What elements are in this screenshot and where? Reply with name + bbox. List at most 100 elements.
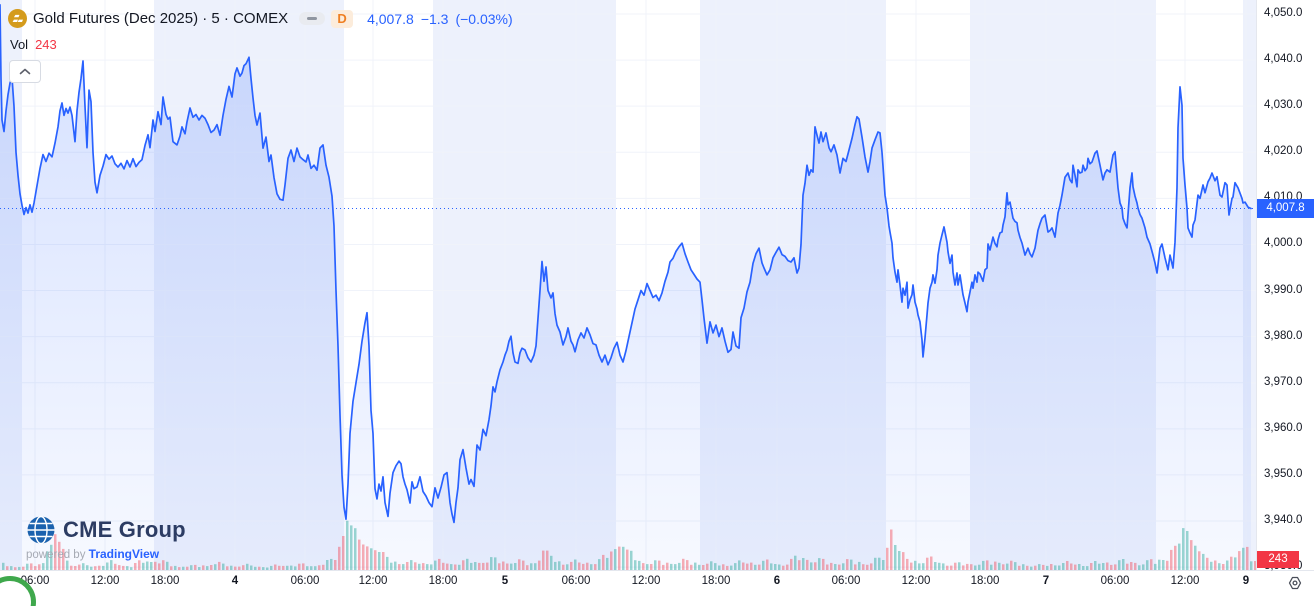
volume-bar bbox=[1062, 563, 1065, 570]
volume-bar bbox=[666, 562, 669, 570]
time-tick-label: 12:00 bbox=[90, 575, 120, 587]
volume-bar bbox=[614, 549, 617, 570]
volume-bar bbox=[738, 560, 741, 570]
cme-brand-text: CME Group bbox=[63, 517, 186, 542]
volume-bar bbox=[1218, 563, 1221, 570]
volume-bar bbox=[14, 567, 17, 570]
price-tick-label: 4,020.0 bbox=[1264, 145, 1303, 158]
volume-bar bbox=[726, 565, 729, 570]
legend-collapse-pill[interactable] bbox=[299, 12, 326, 25]
volume-bar bbox=[654, 560, 657, 570]
volume-bar bbox=[730, 565, 733, 570]
volume-bar bbox=[118, 565, 121, 570]
volume-bar bbox=[78, 564, 81, 570]
volume-bar bbox=[426, 564, 429, 570]
volume-bar bbox=[494, 557, 497, 570]
time-tick-label: 7 bbox=[1042, 575, 1050, 587]
volume-bar bbox=[958, 562, 961, 570]
volume-bar bbox=[366, 546, 369, 570]
volume-bar bbox=[1110, 564, 1113, 570]
volume-bar bbox=[906, 558, 909, 570]
volume-bar bbox=[430, 564, 433, 570]
volume-bar bbox=[378, 552, 381, 570]
price-area-fill bbox=[0, 4, 1251, 570]
volume-bar bbox=[962, 565, 965, 570]
volume-bar bbox=[290, 565, 293, 570]
time-tick-label: 12:00 bbox=[358, 575, 388, 587]
volume-bar bbox=[38, 564, 41, 570]
volume-bar bbox=[1094, 561, 1097, 570]
volume-bar bbox=[218, 561, 221, 570]
volume-value: 243 bbox=[35, 37, 57, 52]
axis-settings-icon[interactable] bbox=[1286, 574, 1304, 592]
volume-bar bbox=[306, 566, 309, 570]
volume-bar bbox=[82, 563, 85, 570]
volume-bar bbox=[334, 560, 337, 570]
volume-bar bbox=[302, 563, 305, 570]
volume-bar bbox=[46, 551, 49, 570]
volume-bar bbox=[22, 566, 25, 570]
gold-futures-symbol-icon bbox=[8, 9, 27, 28]
legend-collapse-button[interactable] bbox=[9, 60, 41, 83]
volume-bar bbox=[490, 557, 493, 570]
volume-bar bbox=[330, 558, 333, 570]
volume-bar bbox=[226, 566, 229, 570]
volume-bar bbox=[814, 562, 817, 570]
volume-bar bbox=[134, 563, 137, 570]
volume-bar bbox=[1222, 564, 1225, 570]
volume-bar bbox=[1066, 561, 1069, 570]
volume-bar bbox=[586, 562, 589, 570]
price-tick-label: 3,990.0 bbox=[1264, 283, 1303, 296]
price-axis[interactable]: 4,007.8 243 4,050.0 4,040.0 4,030.0 4,020.0… bbox=[1257, 0, 1314, 572]
chevron-up-icon bbox=[19, 68, 31, 75]
volume-bar bbox=[618, 546, 621, 570]
volume-bar bbox=[466, 558, 469, 570]
volume-bar bbox=[1190, 540, 1193, 570]
price-chart-canvas[interactable] bbox=[0, 0, 1256, 570]
time-tick-label: 12:00 bbox=[1170, 575, 1200, 587]
volume-bar bbox=[774, 564, 777, 570]
volume-bar bbox=[354, 528, 357, 570]
volume-bar bbox=[98, 565, 101, 570]
volume-bar bbox=[626, 549, 629, 570]
volume-bar bbox=[1026, 565, 1029, 570]
price-tick-label: 3,980.0 bbox=[1264, 329, 1303, 342]
volume-bar bbox=[406, 562, 409, 570]
volume-bar bbox=[206, 566, 209, 570]
volume-bar bbox=[310, 566, 313, 570]
volume-bar bbox=[518, 559, 521, 570]
volume-bar bbox=[502, 561, 505, 570]
volume-bar bbox=[1142, 564, 1145, 570]
price-tick-label: 3,960.0 bbox=[1264, 421, 1303, 434]
volume-bar bbox=[146, 561, 149, 570]
volume-bar bbox=[178, 567, 181, 570]
volume-bar bbox=[318, 565, 321, 570]
time-tick-label: 18:00 bbox=[701, 575, 731, 587]
volume-bar bbox=[50, 544, 53, 570]
volume-bar bbox=[1250, 561, 1253, 570]
price-change: −1.3 bbox=[420, 10, 449, 27]
volume-bar bbox=[1042, 564, 1045, 570]
symbol-title[interactable]: Gold Futures (Dec 2025) · 5 · COMEX bbox=[33, 10, 289, 27]
time-tick-label: 12:00 bbox=[901, 575, 931, 587]
volume-bar bbox=[438, 558, 441, 570]
last-price: 4,007.8 bbox=[367, 10, 414, 27]
volume-bar bbox=[902, 552, 905, 570]
tradingview-link[interactable]: TradingView bbox=[88, 547, 160, 561]
time-axis[interactable]: 06:00 12:00 18:00 4 06:00 12:00 18:00 5 06:00 12:… bbox=[0, 571, 1314, 606]
interval-d-badge[interactable]: D bbox=[331, 9, 354, 28]
volume-bar bbox=[1114, 564, 1117, 570]
volume-bar bbox=[1138, 565, 1141, 570]
volume-bar bbox=[402, 564, 405, 570]
volume-bar bbox=[854, 564, 857, 570]
volume-label[interactable]: Vol bbox=[10, 37, 29, 52]
volume-bar bbox=[362, 544, 365, 570]
volume-bar bbox=[550, 555, 553, 570]
cme-globe-icon bbox=[27, 515, 55, 545]
volume-bar bbox=[394, 561, 397, 570]
volume-bar bbox=[850, 559, 853, 570]
volume-bar bbox=[862, 564, 865, 570]
volume-bar bbox=[678, 562, 681, 570]
volume-bar bbox=[822, 558, 825, 570]
volume-bar bbox=[254, 566, 257, 570]
